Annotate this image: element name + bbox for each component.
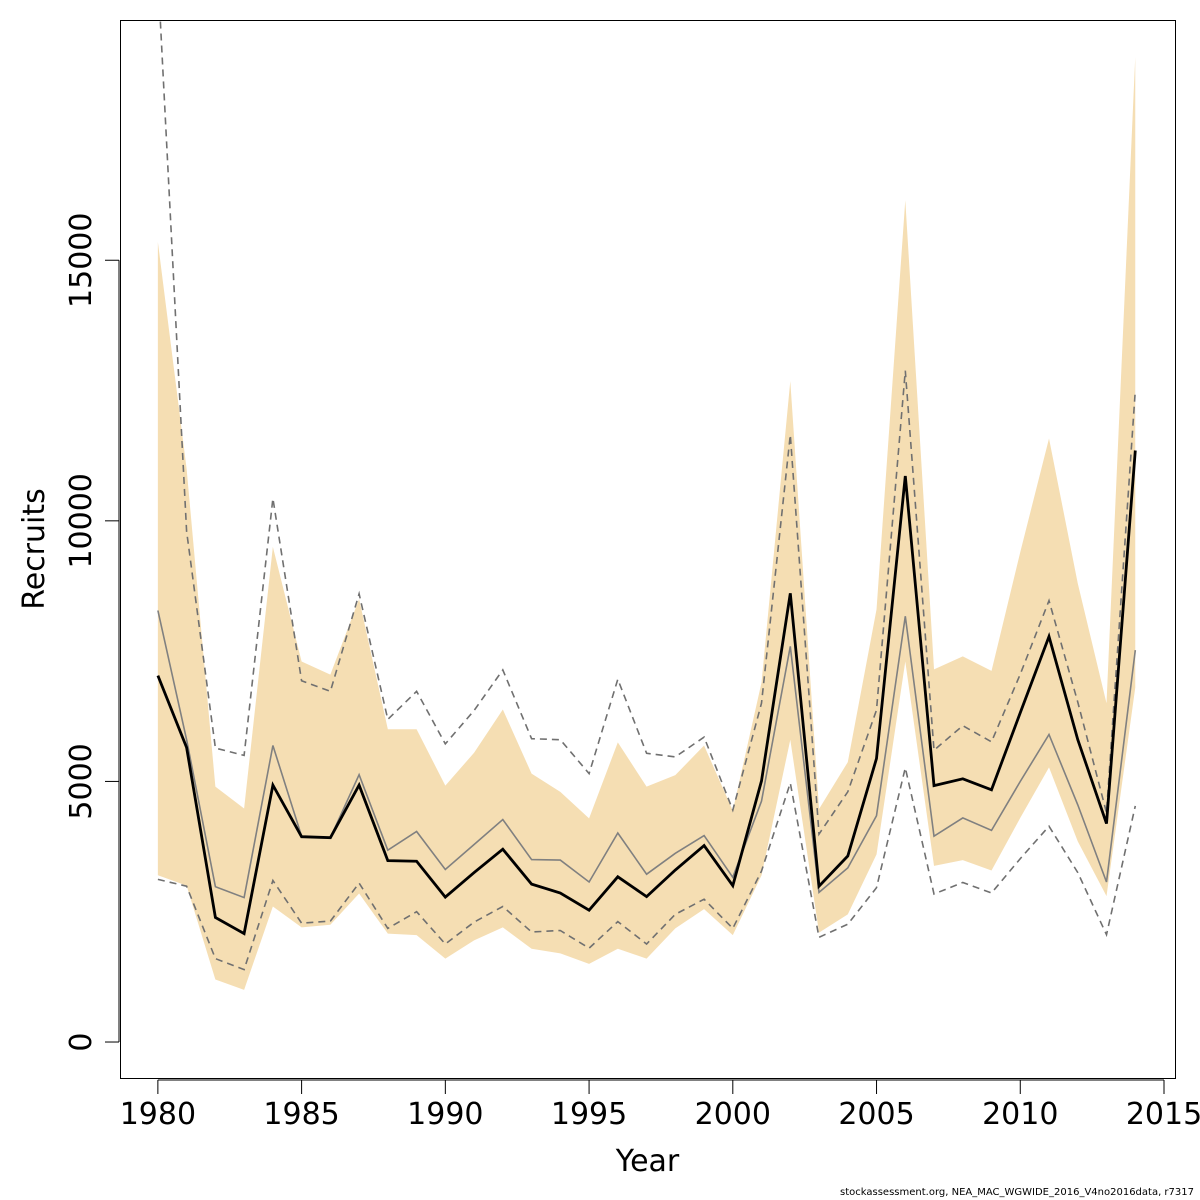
- interval-upper-line: [159, 20, 1137, 837]
- axis-layer: 1980 1985 1990 1995 2000 2005 2010 2015 0 5000 100…: [64, 213, 1200, 1132]
- y-axis-title: Recruits: [17, 488, 52, 610]
- source-note: stockassessment.org, NEA_MAC_WGWIDE_2016…: [840, 1187, 1194, 1198]
- x-tick-label: 2005: [838, 1097, 914, 1132]
- estimate-line: [156, 450, 1137, 936]
- x-tick-label: 1985: [263, 1097, 339, 1132]
- x-tick-label: 2015: [1126, 1097, 1200, 1132]
- confidence-band: [157, 56, 1136, 990]
- y-tick-label: 0: [64, 1032, 99, 1051]
- x-tick-label: 1980: [120, 1097, 196, 1132]
- plot-layer: [156, 20, 1137, 990]
- plot-frame: [120, 20, 1176, 1079]
- x-tick-label: 2010: [982, 1097, 1058, 1132]
- y-tick-label: 10000: [64, 473, 99, 568]
- interval-lower-line: [157, 767, 1137, 971]
- x-tick-label: 1990: [407, 1097, 483, 1132]
- y-tick-label: 5000: [64, 743, 99, 819]
- x-tick-label: 2000: [695, 1097, 771, 1132]
- x-axis-title: Year: [615, 1144, 680, 1179]
- y-tick-label: 15000: [64, 213, 99, 308]
- x-tick-label: 1995: [551, 1097, 627, 1132]
